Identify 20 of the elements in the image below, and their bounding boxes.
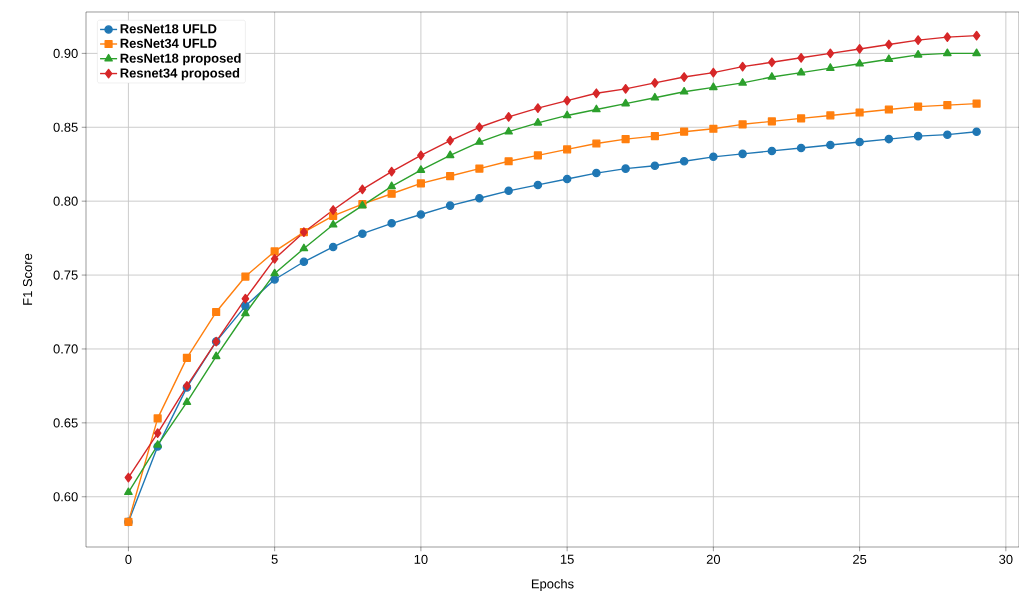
x-tick-label: 25 — [853, 554, 867, 564]
x-tick-label: 30 — [999, 554, 1013, 564]
x-axis-title: Epochs — [531, 578, 574, 592]
legend-label: Resnet34 proposed — [120, 68, 240, 81]
y-tick-label: 0.90 — [53, 48, 78, 58]
legend-label: ResNet34 UFLD — [120, 38, 217, 48]
y-axis-title: F1 Score — [23, 253, 33, 305]
legend-label: ResNet18 proposed — [120, 53, 241, 66]
y-tick-label: 0.75 — [53, 270, 78, 280]
x-tick-label: 0 — [125, 554, 132, 564]
y-tick-label: 0.65 — [53, 418, 78, 428]
x-tick-label: 20 — [706, 554, 721, 564]
y-tick-label: 0.80 — [53, 196, 78, 206]
y-tick-label: 0.60 — [53, 492, 78, 502]
x-tick-label: 15 — [560, 554, 574, 564]
legend-label: ResNet18 UFLD — [120, 24, 217, 34]
x-tick-label: 10 — [414, 554, 428, 564]
x-tick-label: 5 — [271, 554, 278, 564]
y-tick-label: 0.70 — [53, 344, 78, 354]
y-tick-label: 0.85 — [53, 122, 78, 132]
